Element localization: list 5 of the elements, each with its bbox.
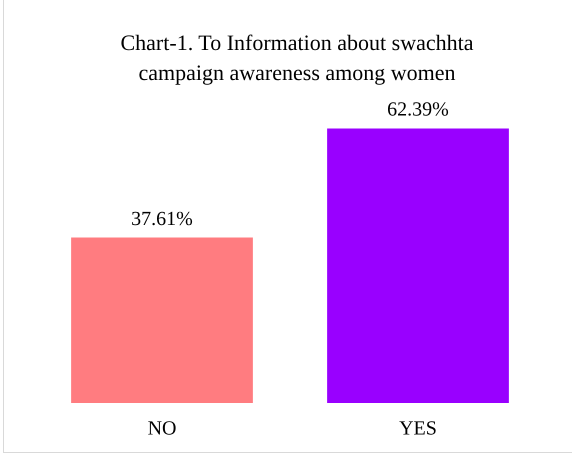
x-tick-label: NO <box>148 417 176 440</box>
data-label: 37.61% <box>131 208 193 230</box>
chart-title: Chart-1. To Information about swachhta campaign awareness among women <box>119 29 475 87</box>
x-tick-label: YES <box>399 417 437 440</box>
data-label: 62.39% <box>387 98 449 121</box>
